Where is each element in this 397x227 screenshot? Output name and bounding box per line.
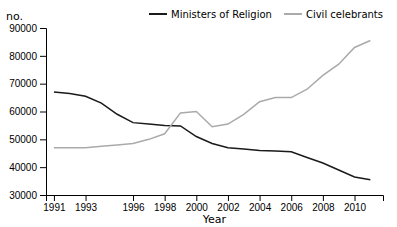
- x-tick-mark: [54, 195, 55, 201]
- x-tick-mark: [196, 195, 197, 201]
- legend-item: Civil celebrants: [284, 9, 383, 20]
- y-axis: 30000 40000 50000 60000 70000 80000 90000: [9, 23, 46, 201]
- y-tick: 90000: [9, 23, 46, 34]
- x-tick: 1993: [75, 195, 98, 213]
- y-tick-label: 50000: [9, 134, 37, 145]
- legend-swatch: [149, 13, 167, 15]
- x-tick-mark: [323, 195, 324, 201]
- plot-area: 1991 1993 1996 1998 2000 2002 2004 2006 2008 2010…: [9, 23, 383, 213]
- x-tick-label: 2000: [186, 202, 209, 213]
- y-axis-line: [40, 29, 47, 196]
- y-tick-label: 90000: [9, 23, 37, 34]
- x-tick: 2000: [186, 195, 209, 213]
- y-tick-mark: [40, 56, 46, 57]
- y-axis-title: no.: [6, 10, 23, 23]
- x-tick-label: 2006: [281, 202, 304, 213]
- legend-label: Ministers of Religion: [171, 9, 272, 20]
- x-tick-label: 2008: [312, 202, 335, 213]
- x-tick: 1998: [154, 195, 177, 213]
- y-tick: 30000: [9, 190, 46, 201]
- x-tick: 2004: [249, 195, 272, 213]
- x-tick: 2010: [344, 195, 367, 213]
- y-tick-label: 60000: [9, 106, 37, 117]
- chart: 1991 1993 1996 1998 2000 2002 2004 2006 2008 2010…: [0, 0, 397, 227]
- legend-item: Ministers of Religion: [149, 9, 272, 20]
- x-tick-mark: [260, 195, 261, 201]
- y-tick-mark: [40, 84, 46, 85]
- x-tick-mark: [86, 195, 87, 201]
- x-tick: 2002: [217, 195, 240, 213]
- legend: Ministers of Religion Civil celebrants: [149, 9, 383, 20]
- y-tick: 60000: [9, 106, 46, 117]
- x-tick-label: 1991: [43, 202, 66, 213]
- x-axis-title: Year: [202, 213, 227, 226]
- x-tick-mark: [228, 195, 229, 201]
- series-group: [54, 41, 370, 180]
- x-tick: 1996: [122, 195, 145, 213]
- y-tick-mark: [40, 139, 46, 140]
- x-tick-label: 2010: [344, 202, 367, 213]
- series-line: [54, 92, 370, 180]
- legend-label: Civil celebrants: [306, 9, 383, 20]
- y-tick-mark: [40, 112, 46, 113]
- x-tick: 1991: [43, 195, 66, 213]
- y-tick-label: 80000: [9, 51, 37, 62]
- y-tick-mark: [40, 167, 46, 168]
- x-tick-label: 2002: [217, 202, 240, 213]
- y-tick: 80000: [9, 51, 46, 62]
- x-tick: 2008: [312, 195, 335, 213]
- x-tick-label: 1993: [75, 202, 98, 213]
- y-tick: 50000: [9, 134, 46, 145]
- x-tick-mark: [133, 195, 134, 201]
- y-tick-label: 40000: [9, 162, 37, 173]
- y-tick-mark: [40, 28, 46, 29]
- legend-swatch: [284, 13, 302, 15]
- x-tick-label: 1996: [122, 202, 145, 213]
- x-axis-line: [47, 196, 384, 202]
- series-line: [54, 41, 370, 148]
- x-tick-label: 2004: [249, 202, 272, 213]
- x-axis: 1991 1993 1996 1998 2000 2002 2004 2006 2008 2010: [43, 195, 383, 213]
- y-tick: 70000: [9, 78, 46, 89]
- x-tick-label: 1998: [154, 202, 177, 213]
- x-tick-mark: [355, 195, 356, 201]
- x-tick-mark: [165, 195, 166, 201]
- y-tick-mark: [40, 195, 46, 196]
- x-tick-mark: [291, 195, 292, 201]
- x-tick: 2006: [281, 195, 304, 213]
- y-tick-label: 30000: [9, 190, 37, 201]
- y-tick: 40000: [9, 162, 46, 173]
- y-tick-label: 70000: [9, 78, 37, 89]
